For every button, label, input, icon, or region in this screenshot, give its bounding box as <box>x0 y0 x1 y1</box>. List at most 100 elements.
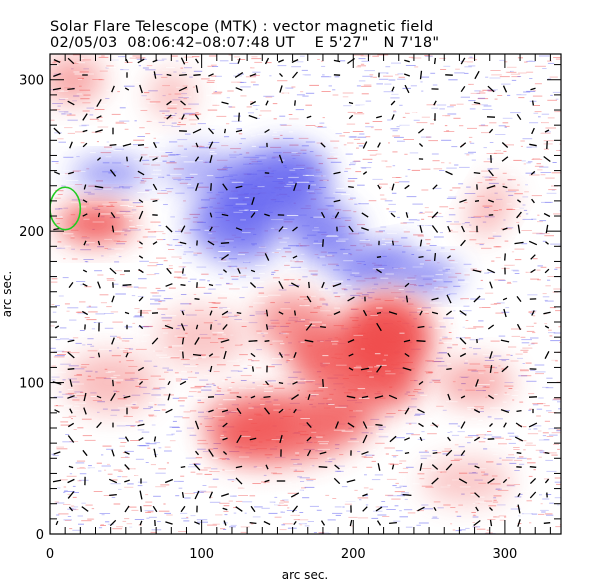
noise-speck <box>99 70 108 72</box>
noise-speck <box>449 431 453 433</box>
field-vector <box>167 393 171 401</box>
streak <box>382 359 386 361</box>
noise-speck <box>385 66 391 68</box>
streak <box>73 410 80 411</box>
field-vector <box>377 142 381 148</box>
streak <box>391 486 403 488</box>
noise-speck <box>345 168 352 170</box>
streak <box>189 173 198 175</box>
noise-speck <box>448 231 459 233</box>
streak <box>549 433 559 435</box>
field-vector <box>460 395 466 399</box>
noise-speck <box>271 472 277 474</box>
noise-speck <box>302 95 309 97</box>
noise-speck <box>178 266 187 268</box>
noise-speck <box>202 451 211 452</box>
streak <box>462 299 469 300</box>
noise-speck <box>206 383 209 385</box>
noise-speck <box>381 501 386 502</box>
noise-speck <box>52 455 59 456</box>
streak <box>90 467 98 469</box>
streak <box>243 487 249 489</box>
streak <box>478 496 485 498</box>
streak <box>212 331 224 333</box>
noise-speck <box>531 342 538 344</box>
noise-speck <box>397 73 404 75</box>
noise-speck <box>51 376 60 378</box>
noise-speck <box>504 125 510 127</box>
noise-speck <box>327 157 338 159</box>
streak <box>268 294 281 296</box>
streak <box>251 66 263 68</box>
field-vector <box>265 464 269 470</box>
noise-speck <box>495 257 501 259</box>
noise-speck <box>544 513 553 515</box>
noise-speck <box>455 68 460 70</box>
field-vector <box>503 308 507 318</box>
noise-speck <box>233 507 238 509</box>
noise-speck <box>188 281 191 282</box>
streak <box>266 517 272 519</box>
streak <box>329 151 336 153</box>
noise-speck <box>482 176 485 178</box>
noise-speck <box>144 92 150 94</box>
noise-speck <box>72 485 76 487</box>
streak <box>238 456 250 458</box>
noise-speck <box>416 524 421 526</box>
noise-speck <box>315 155 322 157</box>
noise-speck <box>395 74 399 76</box>
field-vector <box>180 100 186 106</box>
streak <box>179 248 184 250</box>
streak <box>428 427 440 429</box>
noise-speck <box>288 284 300 286</box>
noise-speck <box>162 160 167 162</box>
noise-speck <box>226 97 230 99</box>
noise-speck <box>158 176 165 178</box>
noise-speck <box>531 195 542 197</box>
noise-speck <box>195 457 203 459</box>
noise-speck <box>211 307 218 308</box>
noise-speck <box>425 360 434 362</box>
noise-speck <box>514 496 522 498</box>
noise-speck <box>535 371 546 373</box>
noise-speck <box>334 506 342 508</box>
noise-speck <box>103 495 114 496</box>
noise-speck <box>161 58 167 60</box>
streak <box>322 355 329 357</box>
streak <box>280 499 292 501</box>
noise-speck <box>388 463 394 465</box>
field-vector <box>488 169 494 177</box>
noise-speck <box>547 78 552 80</box>
noise-speck <box>114 270 123 272</box>
streak <box>327 235 337 237</box>
field-vector <box>193 463 201 471</box>
streak <box>177 403 186 405</box>
streak <box>151 274 160 276</box>
noise-speck <box>421 90 424 92</box>
field-vector <box>181 268 185 274</box>
noise-speck <box>100 524 104 526</box>
field-vector <box>164 478 174 484</box>
field-vector <box>502 185 508 189</box>
field-vector <box>67 87 75 91</box>
streak <box>446 231 459 233</box>
streak <box>360 202 369 204</box>
streak <box>458 158 464 159</box>
noise-speck <box>157 308 168 310</box>
noise-speck <box>422 291 428 293</box>
noise-speck <box>495 150 501 152</box>
noise-speck <box>211 468 218 470</box>
streak <box>276 248 282 250</box>
streak <box>233 267 246 269</box>
noise-speck <box>520 145 523 147</box>
noise-speck <box>143 325 154 327</box>
noise-speck <box>55 502 65 504</box>
streak <box>556 120 561 122</box>
field-vector <box>489 423 493 427</box>
field-vector <box>123 395 131 399</box>
noise-speck <box>294 261 303 263</box>
streak <box>233 479 238 480</box>
noise-speck <box>163 298 173 300</box>
noise-speck <box>438 342 444 344</box>
field-vector <box>223 350 227 360</box>
